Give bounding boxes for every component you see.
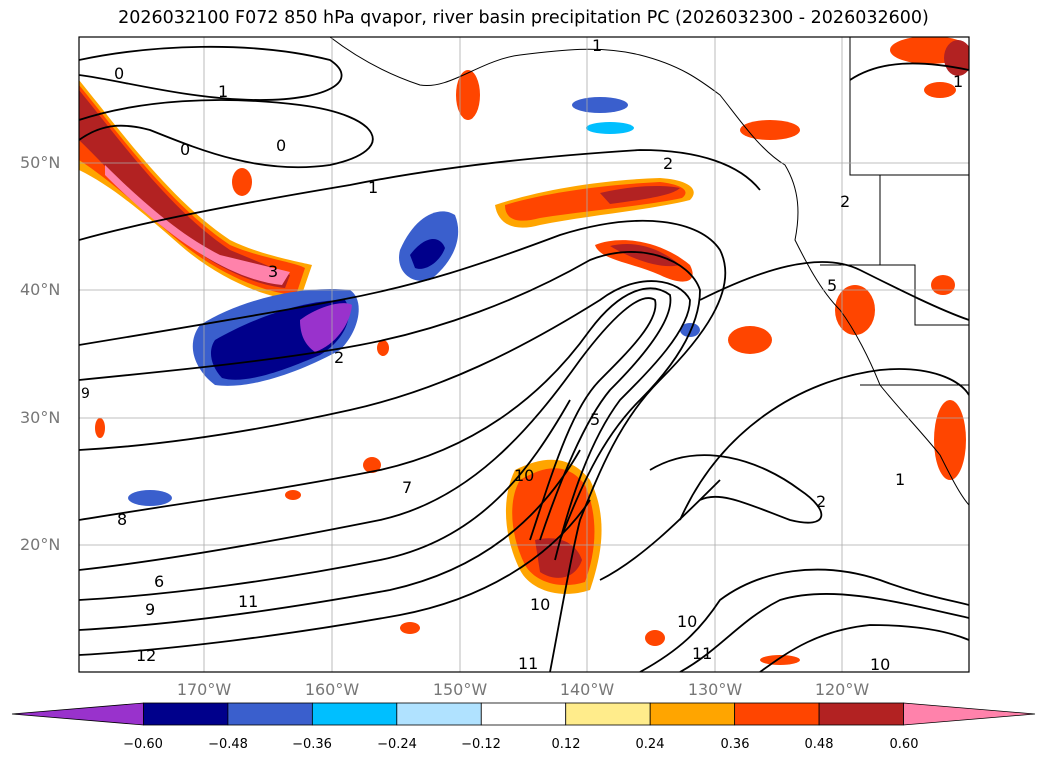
colorbar-segment-extend-min bbox=[11, 702, 144, 726]
contour-label: 0 bbox=[276, 136, 287, 155]
contour-label: 5 bbox=[827, 276, 838, 295]
contour-label: 2 bbox=[816, 492, 827, 511]
lon-label-160w: 160°W bbox=[304, 680, 360, 699]
lon-label-170w: 170°W bbox=[176, 680, 232, 699]
lon-label-120w: 120°W bbox=[814, 680, 870, 699]
colorbar-segment bbox=[396, 702, 482, 726]
colorbar-segment bbox=[649, 702, 736, 726]
map-content bbox=[79, 37, 969, 672]
lat-label-20n: 20°N bbox=[20, 535, 61, 554]
colorbar-tick-label: 0.60 bbox=[889, 737, 919, 752]
colorbar-tick-label: 0.12 bbox=[551, 737, 581, 752]
contour-label: 8 bbox=[117, 510, 128, 529]
contour-label: 2 bbox=[840, 192, 851, 211]
gridlines bbox=[79, 37, 969, 672]
contour-label: 0 bbox=[114, 64, 125, 83]
contour-label: 9 bbox=[81, 386, 90, 402]
colorbar-tick-label: −0.48 bbox=[208, 737, 248, 752]
colorbar-segment bbox=[818, 702, 904, 726]
contour-label: 10 bbox=[514, 466, 535, 485]
map-frame bbox=[78, 36, 970, 673]
contour-label: 1 bbox=[592, 36, 603, 55]
colorbar-tick-label: −0.60 bbox=[123, 737, 163, 752]
colorbar-tick-label: −0.24 bbox=[377, 737, 417, 752]
contour-label: 0 bbox=[180, 140, 191, 159]
contour-label: 11 bbox=[238, 592, 259, 611]
contour-label: 1 bbox=[368, 178, 379, 197]
contour-label: 7 bbox=[402, 478, 413, 497]
lon-label-140w: 140°W bbox=[559, 680, 615, 699]
colorbar-tick-label: 0.24 bbox=[635, 737, 665, 752]
contour-label: 9 bbox=[145, 600, 156, 619]
contour-label: 10 bbox=[870, 655, 891, 674]
colorbar-tick-label: −0.12 bbox=[461, 737, 501, 752]
colorbar-segment-extend-max bbox=[903, 702, 1036, 726]
contour-label: 1 bbox=[895, 470, 906, 489]
contour-label: 1 bbox=[218, 82, 229, 101]
contour-label: 10 bbox=[677, 612, 698, 631]
contour-label: 10 bbox=[530, 595, 551, 614]
chart-title: 2026032100 F072 850 hPa qvapor, river ba… bbox=[118, 8, 929, 28]
contour-label: 2 bbox=[663, 154, 674, 173]
coastlines bbox=[329, 37, 969, 506]
qvapor-contours bbox=[79, 45, 969, 672]
colorbar-segment bbox=[143, 702, 229, 726]
colorbar-segment bbox=[311, 702, 398, 726]
lat-label-30n: 30°N bbox=[20, 408, 61, 427]
contour-label: 11 bbox=[692, 644, 713, 663]
colorbar-tick-label: 0.48 bbox=[804, 737, 834, 752]
colorbar bbox=[11, 702, 1036, 726]
lat-label-50n: 50°N bbox=[20, 153, 61, 172]
lon-label-150w: 150°W bbox=[432, 680, 488, 699]
contour-label: 6 bbox=[154, 572, 165, 591]
contour-label: 5 bbox=[590, 410, 601, 429]
lat-label-40n: 40°N bbox=[20, 280, 61, 299]
colorbar-segment bbox=[480, 702, 567, 726]
colorbar-tick-label: 0.36 bbox=[720, 737, 750, 752]
colorbar-segment bbox=[565, 702, 651, 726]
colorbar-tick-label: −0.36 bbox=[292, 737, 332, 752]
contour-label: 2 bbox=[334, 348, 345, 367]
contour-label: 1 bbox=[953, 72, 964, 91]
colorbar-segment bbox=[227, 702, 313, 726]
contour-label: 3 bbox=[268, 262, 279, 281]
contour-label: 12 bbox=[136, 646, 157, 665]
colorbar-segment bbox=[734, 702, 820, 726]
lon-label-130w: 130°W bbox=[687, 680, 743, 699]
contour-label: 11 bbox=[518, 654, 539, 673]
